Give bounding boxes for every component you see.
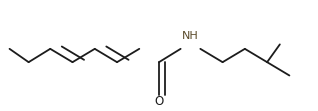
Text: NH: NH — [182, 31, 198, 41]
Text: O: O — [154, 95, 164, 108]
